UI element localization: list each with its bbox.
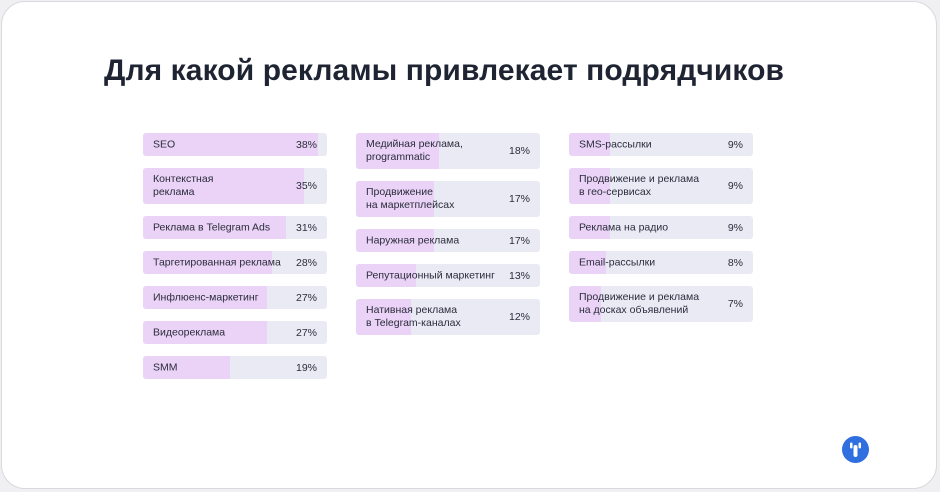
bar-label: Нативная реклама в Telegram-каналах: [366, 304, 461, 329]
bar-row: Наружная реклама 17%: [356, 229, 540, 252]
brand-logo-icon: [842, 436, 869, 463]
bar-value-label: 12%: [508, 311, 530, 323]
bar-label: Видеореклама: [153, 326, 226, 338]
chart-title: Для какой рекламы привлекает подрядчиков: [104, 54, 785, 87]
bar-fill: [143, 286, 267, 309]
bar-row: Реклама в Telegram Ads 31%: [143, 216, 327, 239]
bar-fill: [569, 168, 610, 204]
bar-label: Продвижение на маркетплейсах: [366, 186, 455, 211]
bar-fill: [569, 133, 610, 156]
bar-label: SMS-рассылки: [579, 138, 652, 150]
bar-fill: [143, 251, 272, 274]
bar-fill: [143, 133, 318, 156]
bar-row: Видеореклама 27%: [143, 321, 327, 344]
bar-fill: [569, 286, 601, 322]
bar-row: Email-рассылки 8%: [569, 251, 753, 274]
bar-row: Реклама на радио 9%: [569, 216, 753, 239]
bar-row: Продвижение на маркетплейсах 17%: [356, 181, 540, 217]
bar-value-label: 28%: [295, 256, 317, 269]
bar-label: Реклама на радио: [579, 221, 669, 233]
bar-value-label: 27%: [295, 326, 317, 339]
bar-fill: [143, 321, 267, 344]
bar-value-label: 7%: [727, 298, 743, 310]
bar-fill: [569, 216, 610, 239]
bar-row: Продвижение и реклама в гео-сервисах 9%: [569, 168, 753, 204]
bar-label: Наружная реклама: [366, 234, 460, 246]
bar-value-label: 9%: [727, 180, 743, 192]
bar-fill: [569, 251, 606, 274]
bar-value-label: 31%: [295, 221, 317, 234]
bar-label: Email-рассылки: [579, 256, 656, 268]
bar-value-label: 9%: [727, 221, 743, 234]
bar-value-label: 18%: [508, 145, 530, 157]
bar-fill: [143, 216, 286, 239]
bar-value-label: 17%: [508, 234, 530, 247]
bar-label: Таргетированная реклама: [153, 256, 281, 268]
bar-value-label: 13%: [508, 269, 530, 282]
bar-row: Контекстная реклама 35%: [143, 168, 327, 204]
bar-label: Инфлюенс-маркетинг: [153, 291, 259, 303]
bar-row: SEO 38%: [143, 133, 327, 156]
bar-row: SMS-рассылки 9%: [569, 133, 753, 156]
bar-row: Продвижение и реклама на досках объявлен…: [569, 286, 753, 322]
bar-fill: [143, 356, 230, 379]
bar-row: Репутационный маркетинг 13%: [356, 264, 540, 287]
bar-value-label: 8%: [727, 256, 743, 269]
bar-fill: [356, 229, 434, 252]
bar-value-label: 9%: [727, 138, 743, 151]
bar-fill: [356, 133, 439, 169]
bar-fill: [143, 168, 304, 204]
bar-value-label: 17%: [508, 193, 530, 205]
bar-value-label: 35%: [295, 180, 317, 192]
bar-label: Репутационный маркетинг: [366, 269, 495, 281]
bar-label: Продвижение и реклама на досках объявлен…: [579, 291, 700, 316]
bar-row: Медийная реклама, programmatic 18%: [356, 133, 540, 169]
bar-value-label: 27%: [295, 291, 317, 304]
bar-label: SEO: [153, 138, 176, 150]
bar-value-label: 19%: [295, 361, 317, 374]
bar-row: SMM 19%: [143, 356, 327, 379]
bar-fill: [356, 299, 411, 335]
bar-label: Реклама в Telegram Ads: [153, 221, 271, 233]
bar-label: Медийная реклама, programmatic: [366, 138, 463, 163]
bar-fill: [356, 264, 416, 287]
bar-fill: [356, 181, 434, 217]
bar-value-label: 38%: [295, 138, 317, 151]
bar-label: Продвижение и реклама в гео-сервисах: [579, 173, 700, 198]
bar-row: Нативная реклама в Telegram-каналах 12%: [356, 299, 540, 335]
bar-label: Контекстная реклама: [153, 173, 214, 198]
bar-row: Инфлюенс-маркетинг 27%: [143, 286, 327, 309]
bar-row: Таргетированная реклама 28%: [143, 251, 327, 274]
bar-label: SMM: [153, 361, 178, 373]
